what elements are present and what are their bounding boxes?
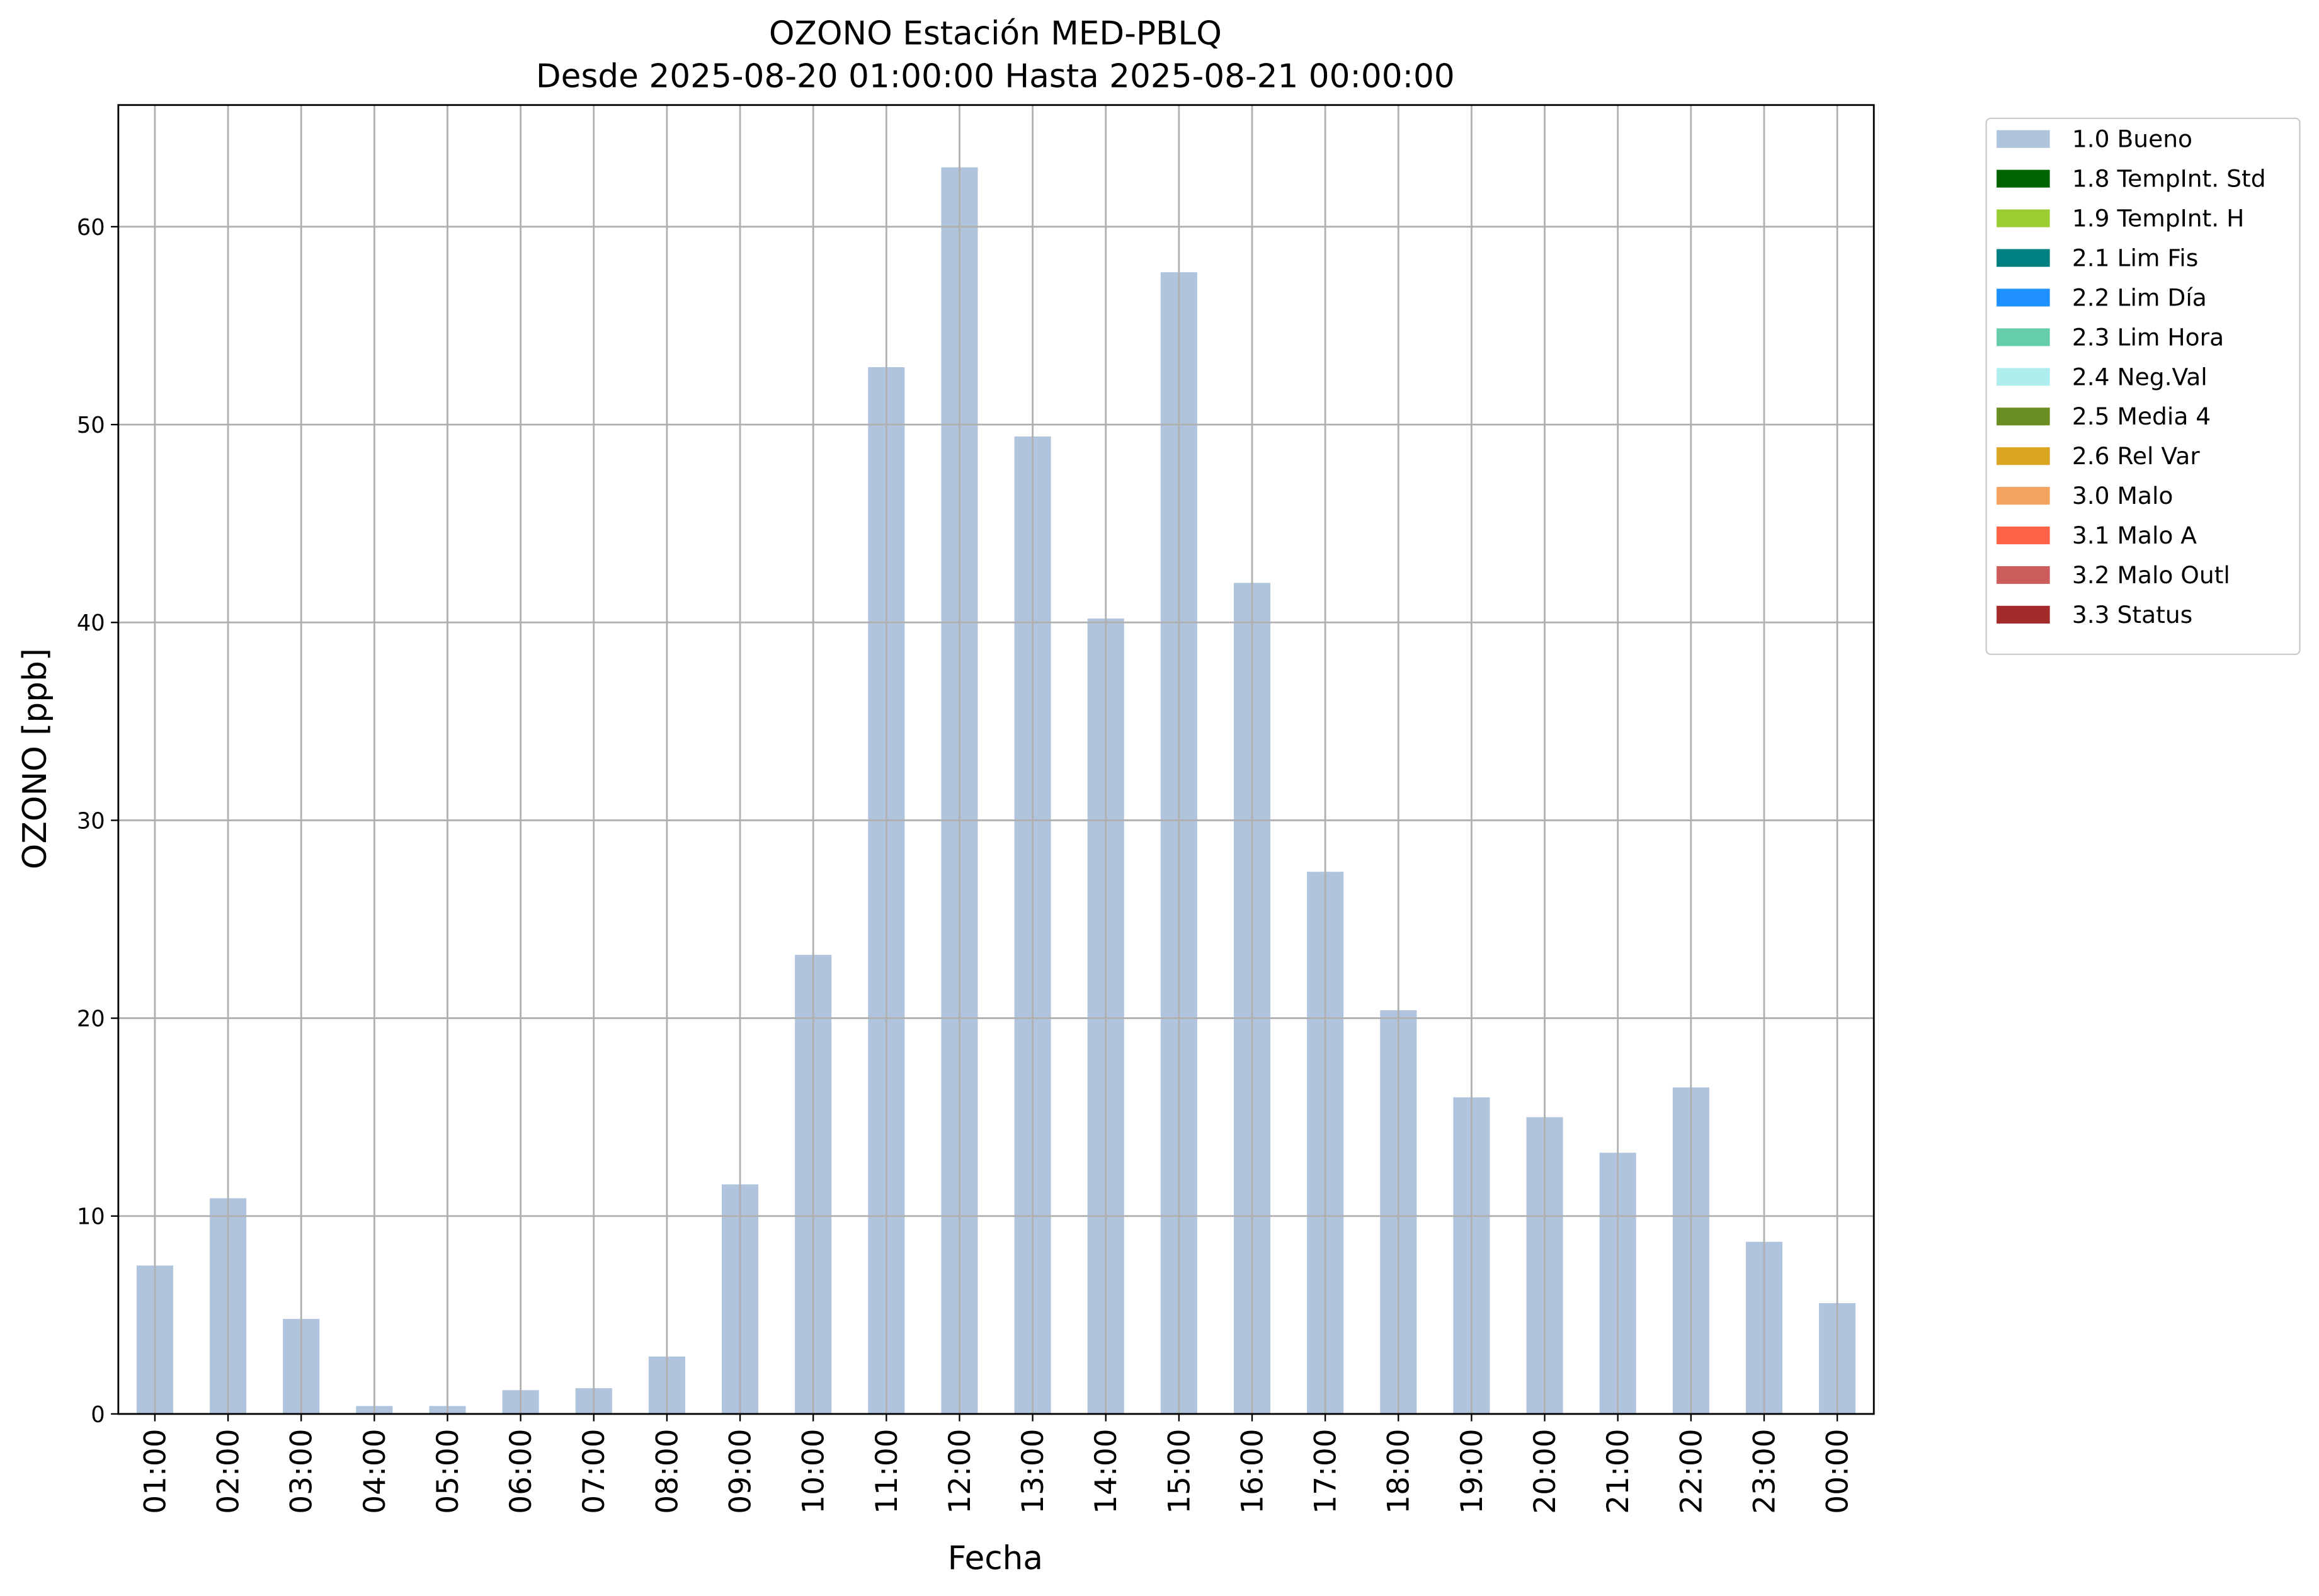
legend-swatch — [1997, 328, 2050, 346]
legend-label: 1.0 Bueno — [2072, 125, 2192, 153]
x-tick-label: 00:00 — [1821, 1428, 1855, 1513]
x-tick-label: 08:00 — [650, 1428, 685, 1513]
x-tick-label: 13:00 — [1016, 1428, 1051, 1513]
chart-subtitle: Desde 2025-08-20 01:00:00 Hasta 2025-08-… — [536, 58, 1455, 96]
legend-swatch — [1997, 209, 2050, 227]
chart-title: OZONO Estación MED-PBLQ — [769, 14, 1222, 52]
x-tick-label: 01:00 — [138, 1428, 173, 1513]
x-axis-label: Fecha — [948, 1539, 1043, 1577]
legend-label: 2.5 Media 4 — [2072, 402, 2211, 430]
x-tick-label: 14:00 — [1089, 1428, 1124, 1513]
x-tick-label: 10:00 — [797, 1428, 831, 1513]
legend-swatch — [1997, 249, 2050, 267]
y-tick-label: 20 — [77, 1006, 105, 1032]
x-tick-label: 16:00 — [1235, 1428, 1270, 1513]
legend-label: 3.2 Malo Outl — [2072, 561, 2230, 589]
legend-swatch — [1997, 368, 2050, 386]
x-tick-label: 15:00 — [1162, 1428, 1197, 1513]
x-tick-label: 23:00 — [1747, 1428, 1782, 1513]
y-tick-label: 30 — [77, 808, 105, 834]
legend-frame — [1985, 117, 2301, 656]
y-tick-label: 60 — [77, 215, 105, 241]
legend-swatch — [1997, 447, 2050, 465]
legend-label: 2.3 Lim Hora — [2072, 323, 2224, 351]
y-tick-label: 0 — [91, 1402, 105, 1428]
x-tick-label: 12:00 — [943, 1428, 977, 1513]
x-tick-label: 20:00 — [1528, 1428, 1563, 1513]
x-tick-label: 09:00 — [723, 1428, 758, 1513]
legend-swatch — [1997, 288, 2050, 307]
legend-swatch — [1997, 526, 2050, 545]
legend-label: 3.1 Malo A — [2072, 522, 2197, 549]
legend-label: 3.0 Malo — [2072, 482, 2174, 510]
legend-label: 3.3 Status — [2072, 601, 2192, 629]
legend-label: 2.4 Neg.Val — [2072, 363, 2208, 390]
x-tick-label: 17:00 — [1309, 1428, 1343, 1513]
x-tick-label: 02:00 — [212, 1428, 246, 1513]
x-tick-label: 18:00 — [1382, 1428, 1416, 1513]
x-tick-label: 04:00 — [358, 1428, 392, 1513]
legend-swatch — [1997, 605, 2050, 624]
plot-frame — [117, 104, 1875, 1415]
legend-swatch — [1997, 566, 2050, 584]
x-tick-label: 05:00 — [431, 1428, 465, 1513]
y-tick-label: 10 — [77, 1204, 105, 1230]
y-tick-label: 50 — [77, 413, 105, 438]
legend-swatch — [1997, 169, 2050, 188]
legend-label: 2.1 Lim Fis — [2072, 244, 2198, 271]
y-axis-label: OZONO [ppb] — [16, 648, 54, 869]
x-tick-label: 03:00 — [285, 1428, 319, 1513]
x-tick-label: 11:00 — [870, 1428, 904, 1513]
x-tick-label: 22:00 — [1674, 1428, 1709, 1513]
legend-label: 2.2 Lim Día — [2072, 283, 2207, 311]
legend-label: 1.8 TempInt. Std — [2072, 165, 2266, 193]
x-tick-label: 19:00 — [1455, 1428, 1490, 1513]
x-tick-label: 06:00 — [504, 1428, 538, 1513]
legend-swatch — [1997, 130, 2050, 148]
legend-label: 2.6 Rel Var — [2072, 442, 2200, 470]
y-tick-label: 40 — [77, 610, 105, 636]
legend-swatch — [1997, 487, 2050, 505]
legend-label: 1.9 TempInt. H — [2072, 205, 2245, 232]
legend-swatch — [1997, 408, 2050, 426]
x-tick-label: 07:00 — [577, 1428, 612, 1513]
x-tick-label: 21:00 — [1601, 1428, 1636, 1513]
